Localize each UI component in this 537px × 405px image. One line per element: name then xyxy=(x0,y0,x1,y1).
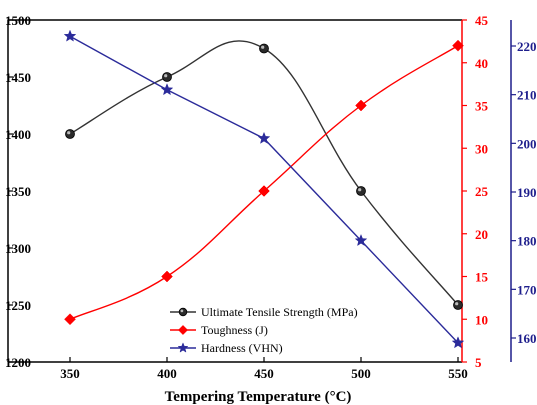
right-tick-label-hardness: 220 xyxy=(517,39,537,54)
right-tick-label-toughness: 10 xyxy=(475,312,488,327)
series-1-point-1 xyxy=(161,270,173,283)
series-0-point-4-shape xyxy=(453,300,463,310)
legend-marker-1 xyxy=(177,324,189,336)
series-0-point-0 xyxy=(65,129,75,139)
series-2-point-1 xyxy=(160,83,174,96)
series-2-point-0 xyxy=(63,29,77,42)
series-1-point-0 xyxy=(64,313,76,326)
legend-label-0: Ultimate Tensile Strength (MPa) xyxy=(201,305,358,319)
series-0-point-3 xyxy=(356,186,366,196)
right-tick-label-hardness: 160 xyxy=(517,331,537,346)
right-tick-label-toughness: 5 xyxy=(475,355,482,370)
right-tick-label-toughness: 30 xyxy=(475,141,488,156)
legend-label-1: Toughness (J) xyxy=(201,323,268,337)
right-tick-label-hardness: 170 xyxy=(517,282,537,297)
series-0-point-1-highlight xyxy=(164,74,168,78)
x-tick-label: 400 xyxy=(157,366,177,381)
x-axis-label: Tempering Temperature (°C) xyxy=(165,389,352,405)
series-1-point-2 xyxy=(258,185,270,197)
series-0-point-0-shape xyxy=(65,129,75,139)
left-tick-label: 1350 xyxy=(5,184,31,199)
legend-marker-2 xyxy=(177,342,189,353)
series-2-point-3 xyxy=(354,233,368,247)
x-tick-label: 550 xyxy=(448,366,468,381)
right-tick-label-toughness: 45 xyxy=(475,13,489,28)
series-0-point-1-shape xyxy=(162,72,172,82)
series-0-point-4-highlight xyxy=(455,302,459,306)
right-tick-label-hardness: 190 xyxy=(517,185,537,200)
left-tick-label: 1400 xyxy=(5,127,31,142)
series-1-point-4 xyxy=(452,39,464,52)
left-tick-label: 1450 xyxy=(5,70,31,85)
series-0-point-2-shape xyxy=(259,43,269,54)
x-tick-label: 500 xyxy=(351,366,371,381)
series-line-0 xyxy=(69,40,459,306)
series-0-point-0-highlight xyxy=(67,131,71,135)
left-tick-label: 1500 xyxy=(5,13,31,28)
series-line-1 xyxy=(69,45,459,320)
series-2-point-2 xyxy=(257,131,271,144)
legend-marker-0 xyxy=(178,307,188,317)
x-tick-label: 450 xyxy=(254,366,274,381)
series-0-point-2 xyxy=(259,43,269,54)
legend-marker-0-shape xyxy=(178,307,188,317)
legend-label-2: Hardness (VHN) xyxy=(201,341,283,355)
series-0-point-3-shape xyxy=(356,186,366,196)
series-0-point-4 xyxy=(453,300,463,310)
series-0-point-2-highlight xyxy=(261,45,265,49)
series-1-point-3 xyxy=(355,99,367,112)
series-0-point-1 xyxy=(162,72,172,82)
right-tick-label-hardness: 180 xyxy=(517,234,537,249)
right-tick-label-toughness: 15 xyxy=(475,270,489,285)
left-tick-label: 1200 xyxy=(5,355,31,370)
left-tick-label: 1300 xyxy=(5,241,31,256)
right-tick-label-toughness: 25 xyxy=(475,184,489,199)
x-tick-label: 350 xyxy=(60,366,80,381)
right-tick-label-hardness: 210 xyxy=(517,88,537,103)
left-tick-label: 1250 xyxy=(5,298,31,313)
right-tick-label-hardness: 200 xyxy=(517,136,537,151)
right-tick-label-toughness: 35 xyxy=(475,99,489,114)
legend: Ultimate Tensile Strength (MPa) Toughness… xyxy=(170,305,358,355)
right-tick-label-toughness: 20 xyxy=(475,227,488,242)
series-layer xyxy=(63,29,465,349)
legend-marker-0-highlight xyxy=(180,309,184,313)
right-tick-label-toughness: 40 xyxy=(475,56,488,71)
series-2-point-4 xyxy=(451,336,465,349)
axes-layer: 350 400 450 500 550 1200 1250 1300 1350 1400 1450 1… xyxy=(5,13,537,381)
series-0-point-3-highlight xyxy=(358,188,362,192)
